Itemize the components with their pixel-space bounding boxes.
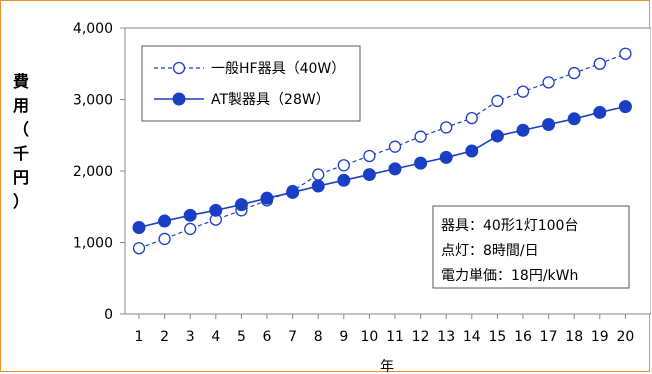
- y-axis-label: 費用 （ 千円 ）: [13, 72, 29, 211]
- x-tick-label: 1: [135, 329, 144, 345]
- x-tick-label: 16: [514, 329, 532, 345]
- x-tick-label: 3: [186, 329, 195, 345]
- legend-marker-at: [173, 93, 185, 105]
- x-tick-label: 6: [263, 329, 272, 345]
- y-axis-ticks: 0 1,000 2,000 3,000 4,000: [73, 21, 125, 323]
- note-line-hours: 点灯：8時間/日: [441, 243, 539, 259]
- data-point: [466, 113, 477, 124]
- data-point: [415, 131, 426, 142]
- x-tick-label: 4: [211, 329, 220, 345]
- conditions-note: 器具：40形1灯100台 点灯：8時間/日 電力単価：18円/kWh: [433, 206, 629, 288]
- note-line-price: 電力単価：18円/kWh: [441, 268, 578, 284]
- x-tick-label: 2: [160, 329, 169, 345]
- data-point: [338, 174, 350, 186]
- y-tick-label: 3,000: [73, 93, 113, 109]
- data-point: [569, 68, 580, 79]
- x-tick-label: 15: [488, 329, 506, 345]
- data-point: [261, 192, 273, 204]
- x-tick-label: 13: [437, 329, 455, 345]
- data-point: [312, 180, 324, 192]
- x-tick-label: 18: [565, 329, 583, 345]
- y-tick-label: 0: [104, 307, 113, 323]
- x-tick-label: 20: [616, 329, 634, 345]
- data-point: [440, 151, 452, 163]
- legend: 一般HF器具（40W） AT製器具（28W）: [142, 46, 360, 121]
- data-point: [389, 163, 401, 175]
- data-point: [313, 169, 324, 180]
- data-point: [185, 223, 196, 234]
- data-point: [363, 169, 375, 181]
- data-point: [338, 160, 349, 171]
- data-point: [441, 122, 452, 133]
- y-axis-label-char: 費: [13, 72, 29, 91]
- data-point: [543, 119, 555, 131]
- data-point: [159, 215, 171, 227]
- data-point: [594, 58, 605, 69]
- y-axis-label-char: ）: [13, 192, 29, 211]
- legend-box: [142, 46, 360, 121]
- data-point: [466, 145, 478, 157]
- x-axis-ticks: 1 2 3 4 5 6 7 8 9 10 11 12 13 14 15 16 17 18 19 20: [135, 314, 635, 345]
- data-point: [210, 204, 222, 216]
- x-tick-label: 8: [314, 329, 323, 345]
- x-tick-label: 11: [386, 329, 404, 345]
- data-point: [491, 130, 503, 142]
- x-tick-label: 17: [540, 329, 558, 345]
- x-tick-label: 5: [237, 329, 246, 345]
- data-point: [134, 243, 145, 254]
- data-point: [415, 157, 427, 169]
- note-line-fixtures: 器具：40形1灯100台: [441, 218, 578, 234]
- y-tick-label: 1,000: [73, 236, 113, 252]
- legend-label-at: AT製器具（28W）: [211, 92, 330, 108]
- legend-marker-hf: [174, 63, 185, 74]
- data-point: [594, 106, 606, 118]
- x-tick-label: 12: [412, 329, 430, 345]
- data-point: [543, 77, 554, 88]
- data-point: [287, 186, 299, 198]
- y-axis-label-char: 円: [13, 168, 29, 187]
- y-axis-label-char: 用: [13, 96, 29, 115]
- x-tick-label: 9: [339, 329, 348, 345]
- data-point: [492, 95, 503, 106]
- data-point: [364, 150, 375, 161]
- data-point: [390, 141, 401, 152]
- data-point: [518, 86, 529, 97]
- x-tick-label: 7: [288, 329, 297, 345]
- y-axis-label-char: （: [13, 120, 29, 139]
- y-tick-label: 2,000: [73, 164, 113, 180]
- x-tick-label: 10: [360, 329, 378, 345]
- x-tick-label: 14: [463, 329, 481, 345]
- y-axis-label-char: 千: [13, 144, 29, 163]
- data-point: [619, 101, 631, 113]
- x-tick-label: 19: [591, 329, 609, 345]
- legend-label-hf: 一般HF器具（40W）: [211, 61, 345, 77]
- data-point: [568, 113, 580, 125]
- y-tick-label: 4,000: [73, 21, 113, 37]
- data-point: [235, 199, 247, 211]
- data-point: [159, 233, 170, 244]
- data-point: [184, 209, 196, 221]
- data-point: [133, 221, 145, 233]
- data-point: [517, 124, 529, 136]
- data-point: [620, 48, 631, 59]
- x-axis-label: 年: [380, 359, 394, 373]
